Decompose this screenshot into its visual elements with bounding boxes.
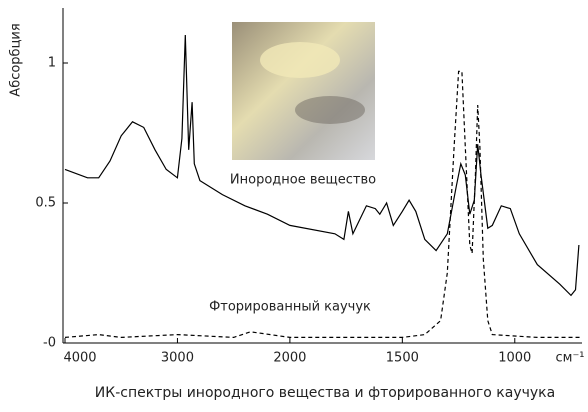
x-tick-label: 2000 [273,351,306,366]
annotation: Фторированный каучук [209,300,371,315]
photo-detail [260,42,340,78]
photo-detail [295,96,365,124]
x-tick-label: 3000 [161,351,194,366]
y-tick-label: -0 [43,336,56,351]
y-tick-label: 1 [48,56,56,71]
x-tick-label: 1500 [386,351,419,366]
x-unit: см⁻¹ [555,351,584,366]
spectrum-line [64,70,580,339]
y-tick-label: 0.5 [35,196,56,211]
spectrum-line [64,34,580,297]
caption: ИК-спектры инородного вещества и фториро… [95,385,555,401]
x-tick-label: 1000 [498,351,531,366]
x-tick-label: 4000 [63,351,96,366]
annotation: Инородное вещество [230,173,376,188]
y-axis-label: Абсорбция [9,23,24,96]
